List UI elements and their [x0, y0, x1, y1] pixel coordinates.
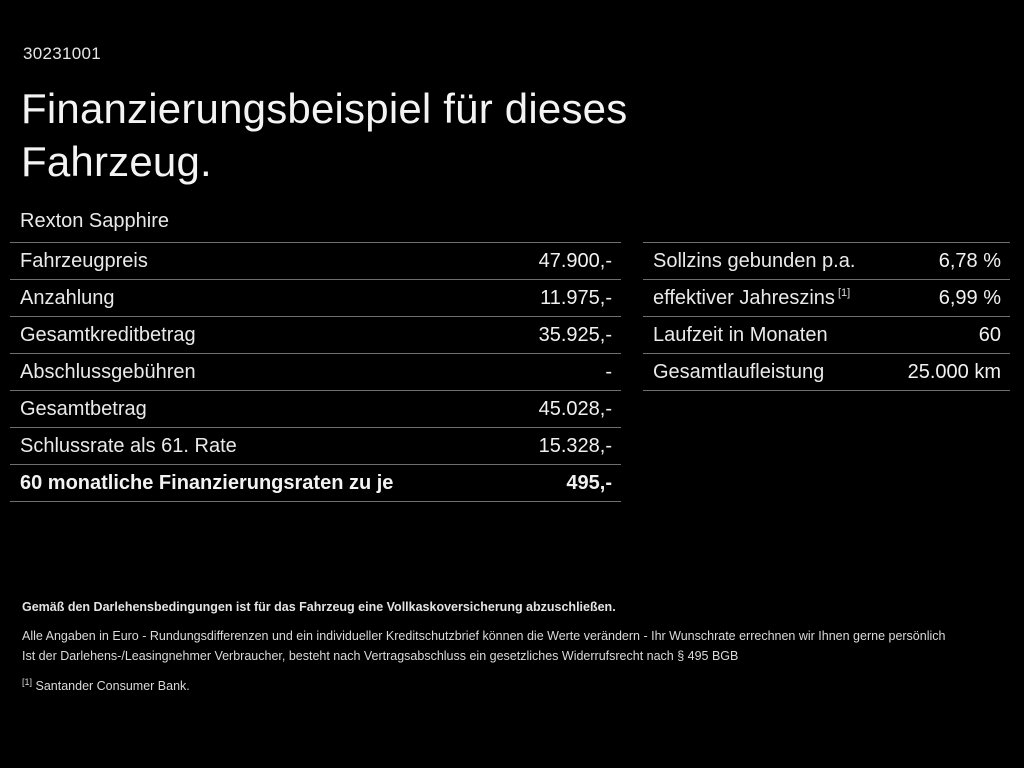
financing-table: Fahrzeugpreis 47.900,- Anzahlung 11.975,…: [10, 242, 621, 502]
table-row: Gesamtlaufleistung 25.000 km: [643, 353, 1010, 390]
bank-footnote: [1] Santander Consumer Bank.: [22, 677, 1022, 693]
table-row: Anzahlung 11.975,-: [10, 279, 621, 316]
row-label: Anzahlung: [20, 286, 115, 309]
row-value: 25.000 km: [907, 360, 1001, 383]
page-title: Finanzierungsbeispiel für dieses Fahrzeu…: [21, 82, 627, 188]
footnote-marker: [1]: [22, 677, 33, 687]
row-value: 6,78 %: [938, 249, 1001, 272]
row-label: Gesamtkreditbetrag: [20, 323, 196, 346]
row-label: Gesamtbetrag: [20, 397, 147, 420]
row-value: 495,-: [566, 471, 612, 494]
disclaimer-line-2: Ist der Darlehens-/Leasingnehmer Verbrau…: [22, 648, 739, 663]
row-value: 47.900,-: [538, 249, 612, 272]
footnote-text: Santander Consumer Bank.: [35, 679, 190, 694]
table-row: Schlussrate als 61. Rate 15.328,-: [10, 427, 621, 464]
row-value: 45.028,-: [538, 397, 612, 420]
table-row: Fahrzeugpreis 47.900,-: [10, 242, 621, 279]
row-label-text: effektiver Jahreszins: [653, 286, 835, 309]
legal-footer: Gemäß den Darlehensbedingungen ist für d…: [22, 600, 1022, 693]
row-value: 15.328,-: [538, 434, 612, 457]
table-row-monthly-rate: 60 monatliche Finanzierungsraten zu je 4…: [10, 464, 621, 501]
row-value: 6,99 %: [938, 286, 1001, 309]
table-row: Gesamtbetrag 45.028,-: [10, 390, 621, 427]
vehicle-model-name: Rexton Sapphire: [20, 210, 169, 232]
row-value: -: [605, 360, 612, 383]
table-row: Abschlussgebühren -: [10, 353, 621, 390]
row-label: Fahrzeugpreis: [20, 249, 148, 272]
table-row: effektiver Jahreszins [1] 6,99 %: [643, 279, 1010, 316]
table-row: Gesamtkreditbetrag 35.925,-: [10, 316, 621, 353]
row-label: Sollzins gebunden p.a.: [653, 249, 856, 272]
conditions-table: Sollzins gebunden p.a. 6,78 % effektiver…: [643, 242, 1010, 391]
row-value: 35.925,-: [538, 323, 612, 346]
row-label: Schlussrate als 61. Rate: [20, 434, 237, 457]
row-value: 60: [978, 323, 1001, 346]
footnote-ref: [1]: [837, 286, 851, 299]
row-label: Abschlussgebühren: [20, 360, 196, 383]
row-label: effektiver Jahreszins [1]: [653, 287, 850, 310]
row-label: Gesamtlaufleistung: [653, 360, 825, 383]
page-title-line1: Finanzierungsbeispiel für dieses: [21, 85, 628, 132]
table-row: Sollzins gebunden p.a. 6,78 %: [643, 242, 1010, 279]
row-label: 60 monatliche Finanzierungsraten zu je: [20, 471, 394, 494]
insurance-requirement-note: Gemäß den Darlehensbedingungen ist für d…: [22, 600, 616, 614]
disclaimer-line-1: Alle Angaben in Euro - Rundungsdifferenz…: [22, 629, 946, 643]
page-title-line2: Fahrzeug.: [21, 138, 212, 185]
row-label: Laufzeit in Monaten: [653, 323, 828, 346]
document-id: 30231001: [23, 44, 102, 63]
table-row: Laufzeit in Monaten 60: [643, 316, 1010, 353]
row-value: 11.975,-: [540, 286, 612, 309]
